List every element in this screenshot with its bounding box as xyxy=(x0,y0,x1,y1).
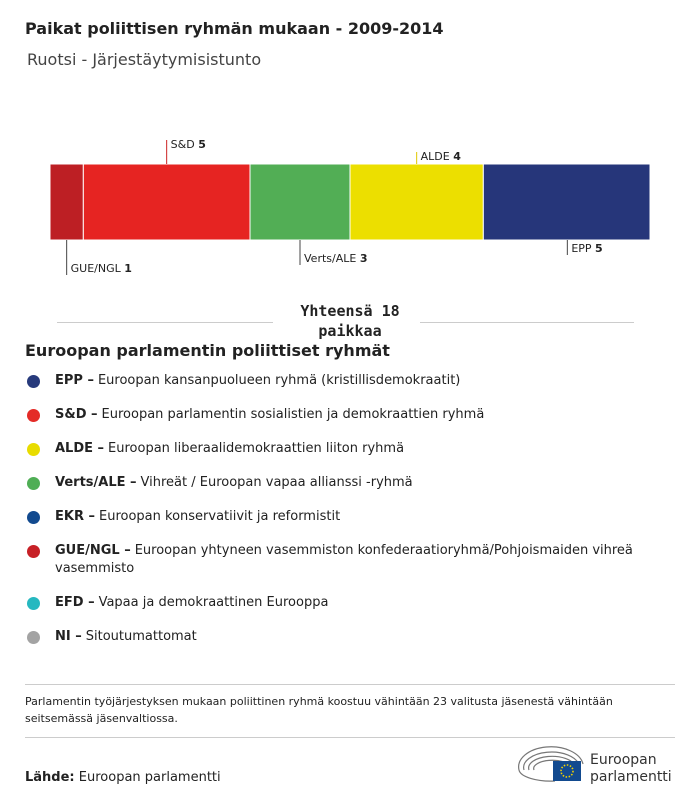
bar-segment xyxy=(249,163,351,241)
legend-dot xyxy=(27,631,40,644)
divider xyxy=(25,737,675,738)
legend-desc: Euroopan kansanpuolueen ryhmä (kristilli… xyxy=(97,373,461,388)
legend-text: NI – Sitoutumattomat xyxy=(55,628,197,646)
legend-text: S&D – Euroopan parlamentin sosialistien j… xyxy=(55,406,484,424)
legend-item: EKR – Euroopan konservatiivit ja reformis… xyxy=(25,508,665,526)
legend-dot xyxy=(27,409,40,422)
source-text: Euroopan parlamentti xyxy=(78,770,221,785)
total-label: Yhteensä 18 paikkaa xyxy=(280,301,420,341)
legend-abbr: S&D – xyxy=(55,407,98,422)
segment-name: GUE/NGL xyxy=(71,262,122,275)
legend-abbr: Verts/ALE – xyxy=(55,475,137,490)
logo-line: Euroopan xyxy=(590,752,657,768)
legend-text: EFD – Vapaa ja demokraattinen Eurooppa xyxy=(55,594,328,612)
legend-dot xyxy=(27,545,40,558)
bar-segment xyxy=(349,163,484,241)
legend-dot xyxy=(27,443,40,456)
legend-item: ALDE – Euroopan liberaalidemokraattien li… xyxy=(25,440,665,458)
legend-dot xyxy=(27,511,40,524)
segment-name: EPP xyxy=(571,242,592,255)
divider xyxy=(418,322,634,323)
legend-item: NI – Sitoutumattomat xyxy=(25,628,665,646)
segment-label: EPP 5 xyxy=(571,242,602,255)
legend-item: EFD – Vapaa ja demokraattinen Eurooppa xyxy=(25,594,665,612)
legend-text: EPP – Euroopan kansanpuolueen ryhmä (kris… xyxy=(55,372,460,390)
logo-icon xyxy=(518,746,584,782)
segment-value: 3 xyxy=(360,252,368,265)
legend-desc: Euroopan liberaalidemokraattien liiton r… xyxy=(108,441,405,456)
legend: Euroopan parlamentin poliittiset ryhmät … xyxy=(25,341,665,662)
segment-label: GUE/NGL 1 xyxy=(71,262,132,275)
logo-line: parlamentti xyxy=(590,769,672,785)
legend-desc: Euroopan parlamentin sosialistien ja dem… xyxy=(101,407,485,422)
footnote: Parlamentin työjärjestyksen mukaan polii… xyxy=(25,695,613,725)
segment-name: S&D xyxy=(171,138,195,151)
legend-desc: Euroopan konservatiivit ja reformistit xyxy=(99,509,341,524)
logo-text: Euroopan parlamentti xyxy=(590,752,672,786)
chart-title: Paikat poliittisen ryhmän mukaan - 2009-… xyxy=(25,19,444,38)
divider xyxy=(25,684,675,685)
legend-text: Verts/ALE – Vihreät / Euroopan vapaa alli… xyxy=(55,474,413,492)
bar-segment xyxy=(82,163,251,241)
legend-desc: Euroopan yhtyneen vasemmiston konfederaa… xyxy=(55,543,633,576)
legend-item: EPP – Euroopan kansanpuolueen ryhmä (kris… xyxy=(25,372,665,390)
legend-dot xyxy=(27,477,40,490)
legend-dot xyxy=(27,597,40,610)
segment-value: 5 xyxy=(198,138,206,151)
segment-value: 1 xyxy=(124,262,132,275)
legend-text: EKR – Euroopan konservatiivit ja reformis… xyxy=(55,508,340,526)
legend-abbr: ALDE – xyxy=(55,441,105,456)
segment-name: ALDE xyxy=(421,150,450,163)
legend-item: S&D – Euroopan parlamentin sosialistien j… xyxy=(25,406,665,424)
source: Lähde: Euroopan parlamentti xyxy=(25,770,221,785)
legend-desc: Vihreät / Euroopan vapaa allianssi -ryhm… xyxy=(140,475,413,490)
legend-item: GUE/NGL – Euroopan yhtyneen vasemmiston k… xyxy=(25,542,665,578)
segment-value: 5 xyxy=(595,242,603,255)
chart-subtitle: Ruotsi - Järjestäytymisistunto xyxy=(27,50,262,69)
legend-abbr: EPP – xyxy=(55,373,94,388)
segment-value: 4 xyxy=(453,150,461,163)
legend-item: Verts/ALE – Vihreät / Euroopan vapaa alli… xyxy=(25,474,665,492)
divider xyxy=(57,322,273,323)
segment-name: Verts/ALE xyxy=(304,252,356,265)
chart: GUE/NGL 1 S&D 5 Verts/ALE 3 ALDE 4 EPP 5 xyxy=(49,138,651,275)
legend-title: Euroopan parlamentin poliittiset ryhmät xyxy=(25,341,390,360)
legend-desc: Vapaa ja demokraattinen Eurooppa xyxy=(98,595,329,610)
bar-segment xyxy=(49,163,84,241)
legend-dot xyxy=(27,375,40,388)
segment-label: Verts/ALE 3 xyxy=(304,252,367,265)
legend-abbr: EFD – xyxy=(55,595,95,610)
segment-label: ALDE 4 xyxy=(421,150,462,163)
source-label: Lähde: xyxy=(25,770,75,785)
legend-text: GUE/NGL – Euroopan yhtyneen vasemmiston k… xyxy=(55,542,665,578)
legend-abbr: GUE/NGL – xyxy=(55,543,131,558)
legend-abbr: NI – xyxy=(55,629,82,644)
segment-label: S&D 5 xyxy=(171,138,206,151)
legend-text: ALDE – Euroopan liberaalidemokraattien li… xyxy=(55,440,404,458)
bar-segment xyxy=(482,163,651,241)
legend-abbr: EKR – xyxy=(55,509,95,524)
legend-desc: Sitoutumattomat xyxy=(85,629,197,644)
